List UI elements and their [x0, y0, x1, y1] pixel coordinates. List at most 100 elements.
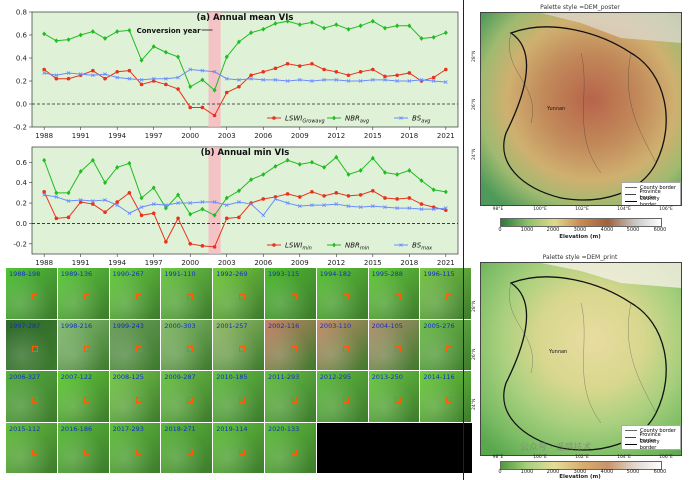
data-point: [42, 193, 47, 197]
data-point: [66, 199, 71, 203]
data-point: [346, 73, 351, 78]
x-tick-label: 2006: [254, 259, 272, 265]
sample-location-marker: [239, 397, 246, 403]
cbar-tick: 5000: [626, 227, 640, 233]
data-point-stroke: [273, 197, 278, 201]
data-point: [395, 79, 400, 83]
lon-tick: 100°E: [533, 207, 547, 212]
y-tick-label: 0.8: [16, 9, 27, 17]
series-line: [44, 194, 446, 217]
data-point: [115, 70, 119, 74]
sample-location-marker: [83, 345, 90, 352]
y-tick-label: 0.4: [16, 55, 28, 63]
data-point: [54, 216, 59, 221]
data-point: [90, 29, 95, 34]
data-point: [273, 163, 278, 169]
data-point: [285, 192, 290, 196]
data-point: [261, 213, 266, 218]
x-tick-label: 2012: [327, 132, 345, 140]
data-point: [78, 32, 83, 38]
data-point-stroke: [297, 77, 302, 82]
tile-label: 2011-293: [268, 373, 300, 381]
data-point: [139, 57, 144, 63]
legend-label: LSWImin: [285, 242, 312, 252]
data-point: [200, 68, 205, 73]
x-tick-label: 2000: [181, 259, 199, 265]
data-point-stroke: [115, 75, 120, 80]
tile-label: 1995-288: [371, 270, 403, 278]
data-point: [212, 113, 217, 118]
data-point: [273, 21, 278, 26]
data-point: [127, 68, 132, 73]
data-point-stroke: [249, 76, 253, 81]
tile-label: 2019-114: [216, 424, 248, 433]
data-point: [310, 79, 314, 83]
image-tile: 2012-295: [316, 371, 368, 422]
x-tick-label: 2003: [218, 132, 236, 140]
data-point: [176, 75, 180, 80]
sample-location-marker: [394, 345, 401, 352]
data-point: [42, 71, 47, 75]
data-point: [163, 49, 168, 55]
sample-location-marker: [187, 345, 194, 352]
lon-tick: 98°E: [492, 455, 504, 460]
legend-country-border: Country border: [639, 195, 660, 206]
data-point: [383, 77, 387, 82]
data-point-stroke: [370, 204, 375, 208]
data-point: [212, 87, 217, 93]
data-point: [273, 197, 278, 201]
series-line: [43, 20, 447, 92]
data-point: [237, 84, 241, 89]
data-point-stroke: [54, 195, 59, 199]
image-tile: 2014-116: [420, 371, 472, 422]
data-point: [358, 205, 363, 210]
data-point: [200, 105, 205, 110]
data-point-stroke: [200, 68, 205, 73]
lon-tick: 98°E: [492, 207, 504, 212]
image-tile: 2002-116: [265, 319, 316, 370]
sample-location-marker: [32, 397, 38, 403]
data-point: [42, 67, 46, 72]
data-point: [383, 196, 387, 200]
data-point: [164, 82, 168, 87]
tile-label: 1990-267: [112, 270, 144, 278]
image-tile: 2008-125: [109, 371, 161, 422]
data-point-stroke: [224, 203, 229, 207]
data-point: [358, 193, 363, 197]
image-tile: 2006-327: [6, 371, 57, 422]
y-tick-label: 0.2: [16, 200, 27, 208]
data-point: [115, 75, 120, 80]
data-point: [395, 206, 400, 211]
image-tile: 1992-269: [213, 268, 264, 319]
cbar-tick: 0: [498, 227, 502, 233]
conversion-annotation: Conversion year: [137, 27, 202, 35]
data-point: [66, 190, 71, 196]
data-point: [395, 23, 400, 29]
data-point: [370, 77, 375, 82]
data-point: [443, 80, 448, 85]
data-point: [407, 168, 412, 173]
data-point: [151, 44, 156, 49]
tile-label: 1988-198: [9, 270, 41, 278]
data-point: [151, 185, 156, 191]
x-tick-label: 2012: [327, 259, 345, 265]
image-tile: 2017-293: [109, 422, 161, 473]
x-tick-label: 2015: [364, 132, 382, 140]
data-point-stroke: [395, 206, 400, 211]
data-point-stroke: [176, 201, 180, 205]
data-point-stroke: [431, 79, 436, 83]
data-point: [444, 67, 448, 72]
sample-location-marker: [135, 345, 142, 352]
map-title-poster: Palette style =DEM_poster: [540, 4, 620, 11]
image-tile: 2018-271: [161, 422, 213, 473]
cbar-tick: 1000: [520, 469, 534, 475]
conversion-highlight: [208, 147, 221, 254]
data-point: [188, 211, 193, 217]
data-point-stroke: [346, 79, 351, 83]
data-point: [151, 76, 156, 81]
image-tile: 2004-105: [368, 319, 420, 370]
image-tile: 2003-110: [316, 319, 368, 370]
data-point-stroke: [212, 69, 217, 74]
data-point-stroke: [139, 77, 144, 82]
image-tile: 1988-198: [6, 268, 57, 319]
